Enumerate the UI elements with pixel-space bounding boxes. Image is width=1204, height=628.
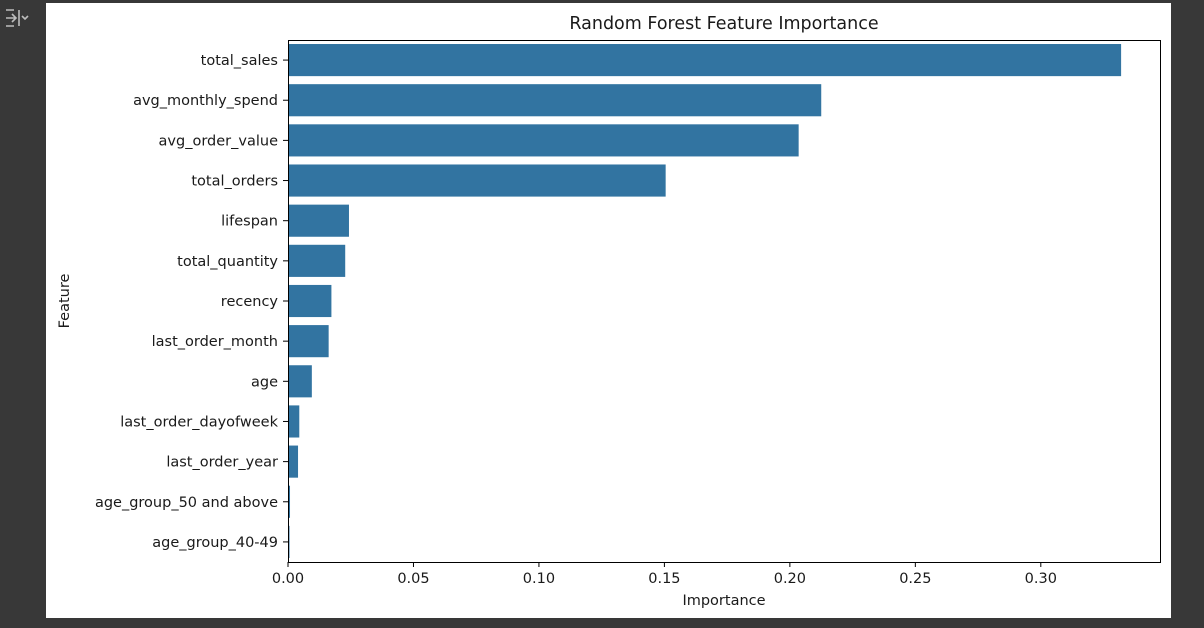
collapse-output-icon [6,9,29,27]
bars-group [288,44,1122,558]
bar-total-quantity [288,244,346,277]
y-tick-label: total_quantity [177,254,278,270]
bar-last-order-month [288,325,329,358]
bar-last-order-year [288,445,299,478]
bar-last-order-dayofweek [288,405,300,438]
x-ticks: 0.00 0.05 0.10 0.15 0.20 0.25 0.30 [272,562,1057,587]
y-tick-label: last_order_dayofweek [120,414,278,430]
x-tick-label: 0.00 [272,571,304,587]
y-tick-label: age_group_50 and above [95,495,278,511]
x-tick-label: 0.10 [523,571,555,587]
bar-age-group-50-and-above [288,485,291,518]
bar-avg-order-value [288,124,799,157]
bar-avg-monthly-spend [288,84,822,117]
y-tick-labels: total_sales avg_monthly_spend avg_order_va… [95,53,288,551]
bar-total-sales [288,44,1122,77]
bar-recency [288,284,332,318]
y-tick-label: age [251,374,278,390]
x-axis-title: Importance [682,593,765,609]
bar-lifespan [288,204,349,237]
x-tick-label: 0.05 [397,571,429,587]
output-toggle-button[interactable] [4,6,30,30]
plot-frame [288,40,1161,563]
y-tick-label: last_order_year [166,455,278,471]
y-tick-label: total_sales [201,53,278,69]
y-tick-label: lifespan [221,214,278,230]
cell-output-area: Random Forest Feature Importance total_s… [46,3,1171,618]
y-tick-label: last_order_month [152,334,278,350]
y-axis-title: Feature [57,274,73,329]
chart-title: Random Forest Feature Importance [569,14,878,34]
y-tick-label: recency [221,294,279,310]
bar-total-orders [288,164,666,197]
bar-age [288,365,312,398]
x-tick-label: 0.20 [774,571,806,587]
y-tick-label: avg_order_value [159,133,279,149]
y-tick-label: total_orders [191,174,278,190]
feature-importance-chart: Random Forest Feature Importance total_s… [57,14,1161,609]
y-tick-label: age_group_40-49 [152,535,278,551]
x-tick-label: 0.25 [899,571,931,587]
x-tick-label: 0.15 [648,571,680,587]
y-tick-label: avg_monthly_spend [133,93,278,109]
x-tick-label: 0.30 [1025,571,1057,587]
